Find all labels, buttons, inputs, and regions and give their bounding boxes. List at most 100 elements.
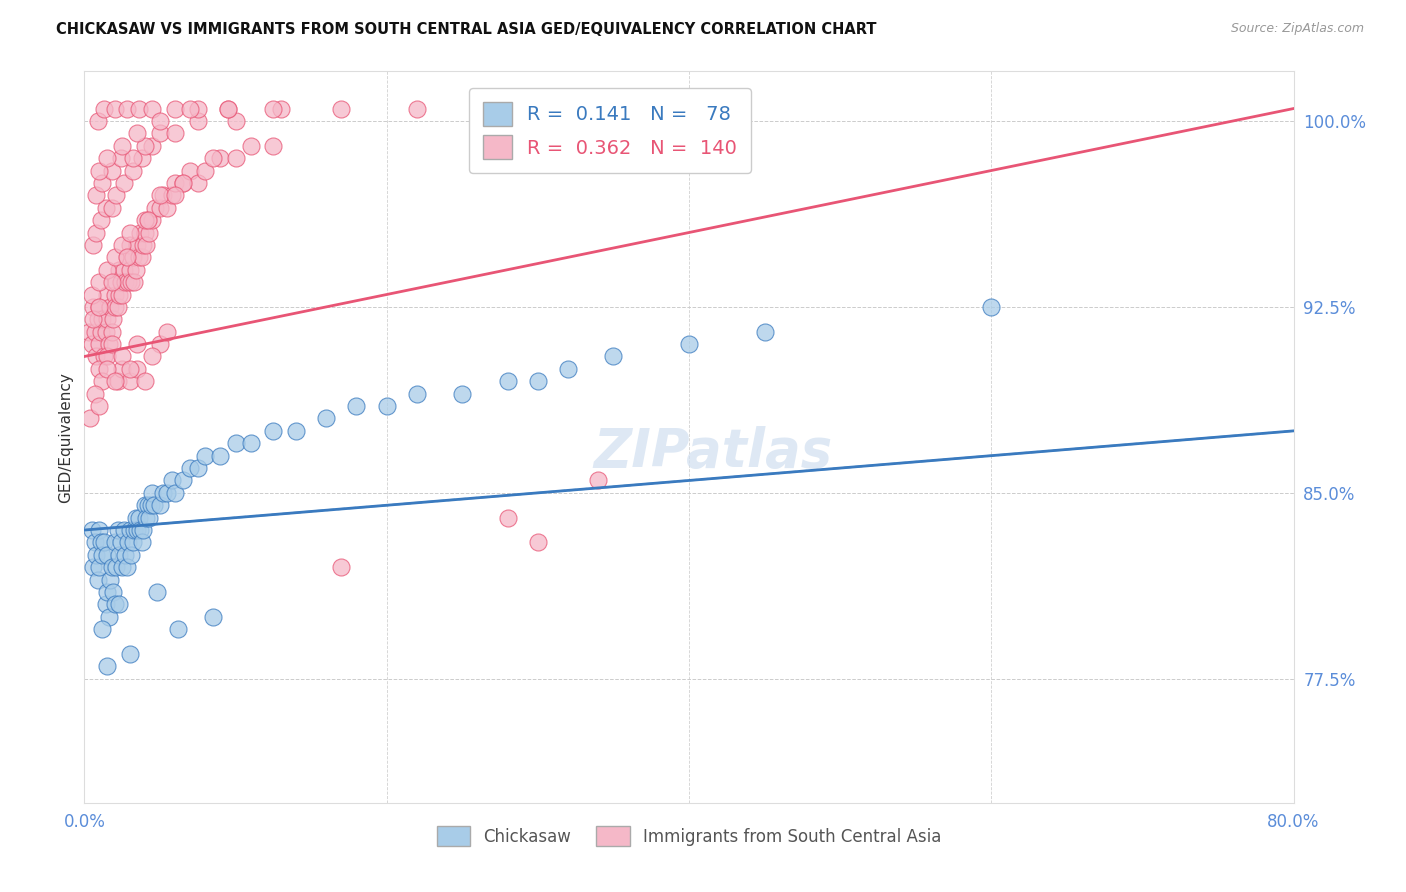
Point [111, 362, 134, 376]
Point [239, 436, 262, 450]
Point [121, 151, 143, 165]
Point [980, 300, 1002, 314]
Point [86, 188, 108, 202]
Point [225, 436, 247, 450]
Point [118, 362, 141, 376]
Point [217, 102, 239, 116]
Point [104, 374, 127, 388]
Point [89, 523, 111, 537]
Point [127, 337, 149, 351]
Point [117, 535, 139, 549]
Point [132, 523, 155, 537]
Point [93, 350, 115, 364]
Point [96, 312, 118, 326]
Point [89, 362, 111, 376]
Point [115, 250, 138, 264]
Point [270, 102, 292, 116]
Point [165, 188, 187, 202]
Point [96, 262, 118, 277]
Point [111, 287, 134, 301]
Point [118, 374, 141, 388]
Point [105, 275, 128, 289]
Point [138, 510, 160, 524]
Point [79, 411, 101, 425]
Point [120, 275, 142, 289]
Point [77, 325, 100, 339]
Point [406, 386, 429, 401]
Point [122, 275, 145, 289]
Point [141, 138, 163, 153]
Point [121, 250, 143, 264]
Point [179, 102, 201, 116]
Point [134, 213, 156, 227]
Point [107, 374, 129, 388]
Point [201, 610, 224, 624]
Point [82, 300, 104, 314]
Point [128, 510, 150, 524]
Point [239, 138, 262, 153]
Point [285, 424, 308, 438]
Point [134, 138, 156, 153]
Point [104, 535, 127, 549]
Point [96, 151, 118, 165]
Point [114, 548, 136, 562]
Point [127, 126, 149, 140]
Point [87, 573, 110, 587]
Point [330, 560, 353, 574]
Point [94, 201, 117, 215]
Text: CHICKASAW VS IMMIGRANTS FROM SOUTH CENTRAL ASIA GED/EQUIVALENCY CORRELATION CHAR: CHICKASAW VS IMMIGRANTS FROM SOUTH CENTR… [56, 22, 877, 37]
Point [187, 102, 209, 116]
Point [120, 548, 142, 562]
Point [97, 337, 120, 351]
Point [96, 287, 118, 301]
Point [90, 325, 112, 339]
Point [91, 374, 114, 388]
Point [101, 312, 124, 326]
Point [110, 535, 132, 549]
Point [108, 598, 131, 612]
Point [136, 498, 159, 512]
Point [156, 201, 179, 215]
Point [141, 486, 163, 500]
Point [602, 350, 624, 364]
Point [141, 102, 163, 116]
Point [128, 102, 150, 116]
Point [115, 102, 138, 116]
Point [100, 325, 122, 339]
Point [136, 213, 159, 227]
Point [107, 523, 129, 537]
Point [91, 176, 114, 190]
Point [145, 201, 167, 215]
Point [111, 560, 134, 574]
Point [165, 486, 187, 500]
Point [315, 411, 337, 425]
Point [115, 560, 138, 574]
Point [165, 102, 187, 116]
Point [104, 598, 127, 612]
Point [149, 337, 172, 351]
Point [451, 386, 474, 401]
Point [187, 114, 209, 128]
Point [167, 622, 190, 636]
Point [127, 362, 149, 376]
Point [118, 226, 141, 240]
Point [262, 102, 284, 116]
Point [136, 213, 159, 227]
Point [89, 163, 111, 178]
Point [82, 238, 104, 252]
Point [165, 126, 187, 140]
Point [96, 585, 118, 599]
Point [107, 300, 129, 314]
Point [172, 474, 194, 488]
Point [80, 523, 103, 537]
Point [108, 262, 131, 277]
Point [146, 585, 169, 599]
Point [127, 238, 149, 252]
Point [172, 176, 194, 190]
Point [128, 250, 150, 264]
Point [121, 163, 143, 178]
Point [152, 188, 174, 202]
Point [131, 151, 153, 165]
Point [194, 449, 217, 463]
Point [86, 548, 108, 562]
